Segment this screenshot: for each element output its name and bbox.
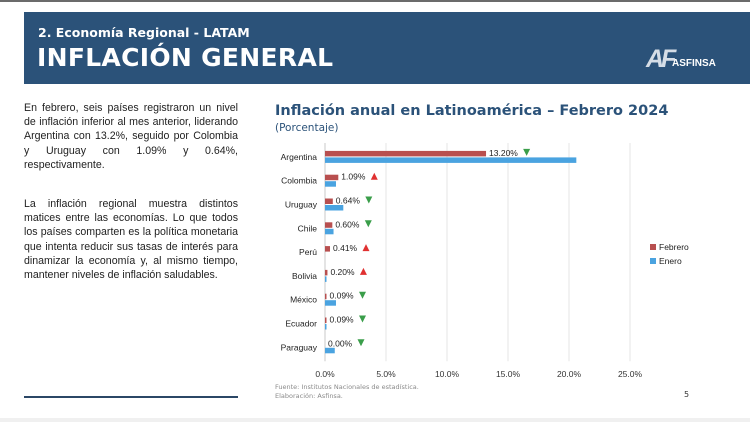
source-note: Fuente: Institutos Nacionales de estadís… [275, 383, 419, 391]
trend-up-icon [370, 172, 378, 180]
bottom-divider [0, 418, 750, 422]
category-label: Argentina [281, 152, 318, 162]
page-title: INFLACIÓN GENERAL [37, 43, 334, 72]
trend-down-icon [359, 291, 366, 299]
legend-swatch [650, 244, 656, 250]
x-tick-label: 20.0% [557, 369, 582, 379]
trend-up-icon [362, 244, 370, 252]
bar-febrero [325, 222, 333, 228]
bar-enero [325, 205, 344, 211]
bar-enero [325, 300, 336, 306]
bar-febrero [325, 293, 327, 300]
trend-down-icon [364, 220, 372, 228]
data-label: 0.64% [336, 196, 361, 206]
x-tick-label: 25.0% [618, 369, 643, 379]
page-number: 5 [684, 390, 690, 399]
bar-enero [325, 276, 327, 282]
bar-febrero [325, 246, 331, 252]
body-paragraph-2: La inflación regional muestra distintos … [24, 198, 238, 282]
bar-enero [325, 228, 334, 235]
bar-enero [325, 157, 577, 163]
data-label: 0.09% [330, 291, 355, 301]
trend-down-icon [359, 315, 366, 323]
left-divider [24, 396, 238, 398]
category-label: Uruguay [285, 200, 318, 210]
section-label: 2. Economía Regional - LATAM [38, 25, 250, 40]
trend-down-icon [523, 148, 531, 156]
chart-title: Inflación anual en Latinoamérica – Febre… [275, 103, 669, 119]
x-tick-label: 5.0% [376, 369, 396, 379]
trend-down-icon [365, 196, 373, 204]
legend-label: Febrero [659, 242, 689, 252]
data-label: 0.60% [335, 219, 360, 229]
x-tick-label: 10.0% [435, 369, 460, 379]
legend-label: Enero [659, 256, 682, 266]
inflation-bar-chart: 0.0% 5.0% 10.0% 15.0% 20.0% 25.0% Argentina 13.… [281, 143, 689, 379]
category-label: Paraguay [281, 342, 318, 352]
legend-swatch [650, 258, 656, 264]
body-paragraph-1: En febrero, seis países registraron un n… [24, 102, 238, 171]
bar-febrero [325, 150, 487, 157]
bar-febrero [325, 174, 339, 181]
data-label: 0.20% [330, 267, 355, 277]
bar-enero [325, 347, 335, 354]
bar-febrero [325, 317, 327, 323]
category-label: Colombia [281, 176, 317, 186]
trend-down-icon [357, 339, 365, 347]
category-label: Perú [299, 247, 317, 257]
x-tick-label: 15.0% [496, 369, 521, 379]
bar-enero [325, 181, 336, 187]
category-label: Bolivia [292, 271, 317, 281]
category-label: México [290, 295, 317, 305]
logo-name: ASFINSA [672, 58, 716, 69]
data-label: 0.00% [328, 338, 353, 348]
logo-mark: AF [646, 45, 676, 73]
chart-subtitle: (Porcentaje) [275, 122, 339, 134]
data-label: 1.09% [341, 172, 366, 182]
bar-enero [325, 324, 327, 330]
top-divider [0, 0, 750, 2]
data-label: 13.20% [489, 148, 518, 158]
asfinsa-logo: AF ASFINSA [646, 45, 726, 73]
bar-febrero [325, 269, 328, 276]
trend-up-icon [359, 267, 367, 275]
header-banner: 2. Economía Regional - LATAM INFLACIÓN G… [24, 12, 750, 84]
category-label: Chile [298, 223, 318, 233]
category-label: Ecuador [285, 319, 317, 329]
data-label: 0.41% [333, 243, 358, 253]
x-tick-label: 0.0% [315, 369, 335, 379]
data-label: 0.09% [330, 315, 355, 325]
elaboration-note: Elaboración: Asfinsa. [275, 392, 343, 400]
bar-febrero [325, 198, 333, 204]
